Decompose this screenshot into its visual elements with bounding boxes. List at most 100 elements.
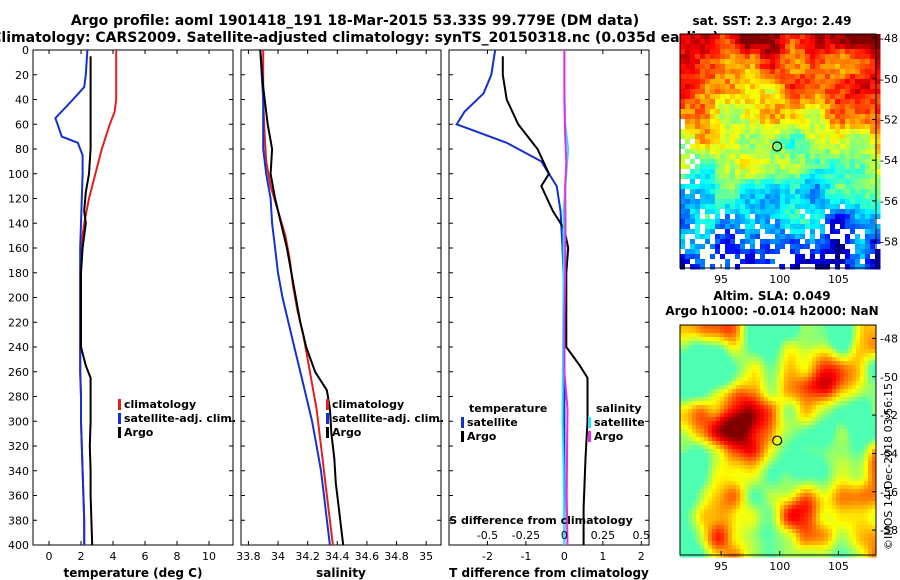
map-pixel bbox=[696, 437, 701, 442]
map-pixel bbox=[856, 377, 861, 382]
map-pixel bbox=[852, 397, 857, 402]
map-pixel bbox=[865, 89, 871, 95]
map-pixel bbox=[765, 219, 771, 225]
map-pixel bbox=[792, 477, 797, 482]
map-pixel bbox=[760, 169, 766, 175]
map-pixel bbox=[720, 54, 726, 60]
map-pixel bbox=[690, 199, 696, 205]
map-pixel bbox=[800, 453, 805, 458]
map-pixel bbox=[720, 473, 725, 478]
map-pixel bbox=[800, 119, 806, 125]
map-pixel bbox=[772, 397, 777, 402]
map-pixel bbox=[696, 377, 701, 382]
map-pixel bbox=[696, 385, 701, 390]
map-pixel bbox=[848, 373, 853, 378]
legend-swatch bbox=[118, 399, 121, 410]
map-pixel bbox=[785, 134, 791, 140]
map-pixel bbox=[720, 445, 725, 450]
map-pixel bbox=[744, 353, 749, 358]
map-pixel bbox=[764, 393, 769, 398]
map-pixel bbox=[805, 204, 811, 210]
map-pixel bbox=[784, 461, 789, 466]
map-pixel bbox=[710, 99, 716, 105]
sla-map[interactable]: 95 100 105-48-50-52-54-56-58 bbox=[679, 324, 898, 573]
map-pixel bbox=[844, 517, 849, 522]
map-pixel bbox=[820, 74, 826, 80]
map-pixel bbox=[684, 325, 689, 330]
map-pixel bbox=[730, 94, 736, 100]
map-pixel bbox=[756, 385, 761, 390]
map-pixel bbox=[795, 99, 801, 105]
map-pixel bbox=[736, 329, 741, 334]
map-pixel bbox=[796, 333, 801, 338]
map-pixel bbox=[716, 385, 721, 390]
map-pixel bbox=[856, 437, 861, 442]
map-pixel bbox=[805, 244, 811, 250]
map-pixel bbox=[850, 134, 856, 140]
map-pixel bbox=[736, 385, 741, 390]
map-pixel bbox=[868, 433, 873, 438]
map-pixel bbox=[685, 74, 691, 80]
map-pixel bbox=[700, 397, 705, 402]
map-pixel bbox=[688, 501, 693, 506]
map-pixel bbox=[805, 49, 811, 55]
map-pixel bbox=[816, 485, 821, 490]
map-pixel bbox=[825, 74, 831, 80]
map-pixel bbox=[828, 513, 833, 518]
map-pixel bbox=[770, 259, 776, 265]
map-pixel bbox=[725, 199, 731, 205]
map-pixel bbox=[744, 425, 749, 430]
map-pixel bbox=[850, 159, 856, 165]
map-pixel bbox=[760, 397, 765, 402]
map-pixel bbox=[840, 199, 846, 205]
map-pixel bbox=[820, 385, 825, 390]
map-pixel bbox=[812, 373, 817, 378]
map-pixel bbox=[752, 377, 757, 382]
map-pixel bbox=[840, 525, 845, 530]
map-pixel bbox=[795, 239, 801, 245]
map-pixel bbox=[715, 144, 721, 150]
map-pixel bbox=[792, 501, 797, 506]
map-pixel bbox=[770, 189, 776, 195]
map-pixel bbox=[745, 234, 751, 240]
map-pixel bbox=[835, 104, 841, 110]
sst-map[interactable]: 95 100 105-48-50-52-54-56-58 bbox=[679, 32, 898, 286]
map-pixel bbox=[820, 329, 825, 334]
map-pixel bbox=[800, 421, 805, 426]
map-pixel bbox=[796, 529, 801, 534]
map-pixel bbox=[872, 537, 877, 542]
map-pixel bbox=[744, 493, 749, 498]
map-pixel bbox=[715, 159, 721, 165]
map-pixel bbox=[804, 441, 809, 446]
map-pixel bbox=[768, 441, 773, 446]
map-pixel bbox=[844, 513, 849, 518]
map-pixel bbox=[744, 469, 749, 474]
map-pixel bbox=[724, 333, 729, 338]
map-pixel bbox=[712, 401, 717, 406]
map-pixel bbox=[730, 99, 736, 105]
map-pixel bbox=[870, 89, 876, 95]
map-pixel bbox=[776, 361, 781, 366]
y-tick-label: 340 bbox=[8, 465, 29, 478]
map-pixel bbox=[752, 417, 757, 422]
map-pixel bbox=[840, 357, 845, 362]
map-pixel bbox=[730, 109, 736, 115]
map-pixel bbox=[796, 449, 801, 454]
map-pixel bbox=[724, 425, 729, 430]
map-pixel bbox=[805, 134, 811, 140]
map-pixel bbox=[764, 453, 769, 458]
map-pixel bbox=[704, 549, 709, 554]
map-pixel bbox=[700, 94, 706, 100]
map-pixel bbox=[868, 361, 873, 366]
map-pixel bbox=[755, 254, 761, 260]
map-pixel bbox=[708, 489, 713, 494]
map-pixel bbox=[752, 337, 757, 342]
map-pixel bbox=[855, 219, 861, 225]
map-pixel bbox=[695, 179, 701, 185]
map-pixel bbox=[848, 425, 853, 430]
map-pixel bbox=[688, 449, 693, 454]
map-pixel bbox=[770, 154, 776, 160]
map-pixel bbox=[748, 341, 753, 346]
map-pixel bbox=[755, 54, 761, 60]
map-pixel bbox=[775, 219, 781, 225]
